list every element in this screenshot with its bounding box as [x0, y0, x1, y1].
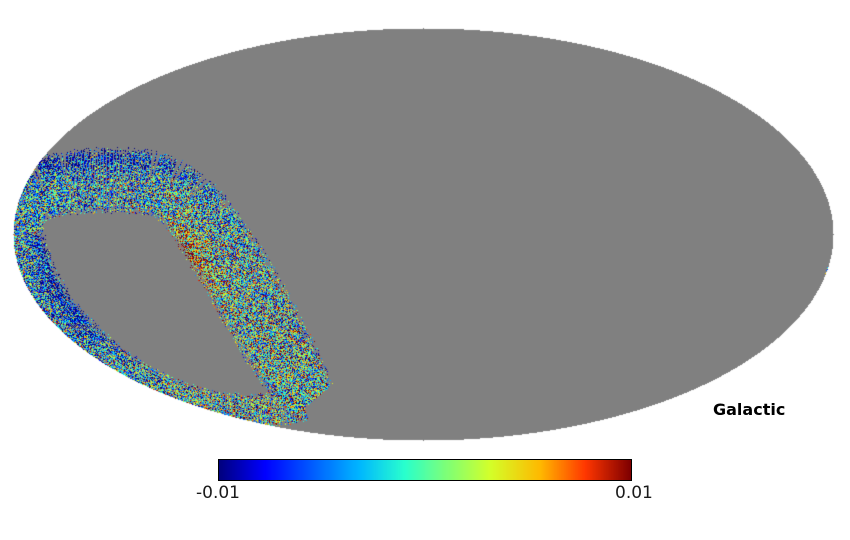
colorbar-min-label: -0.01 — [196, 483, 240, 503]
colorbar-max-label: 0.01 — [615, 483, 653, 503]
colorbar[interactable] — [218, 459, 632, 481]
colorbar-gradient[interactable] — [218, 459, 632, 481]
coordinate-system-label: Galactic — [713, 400, 786, 419]
